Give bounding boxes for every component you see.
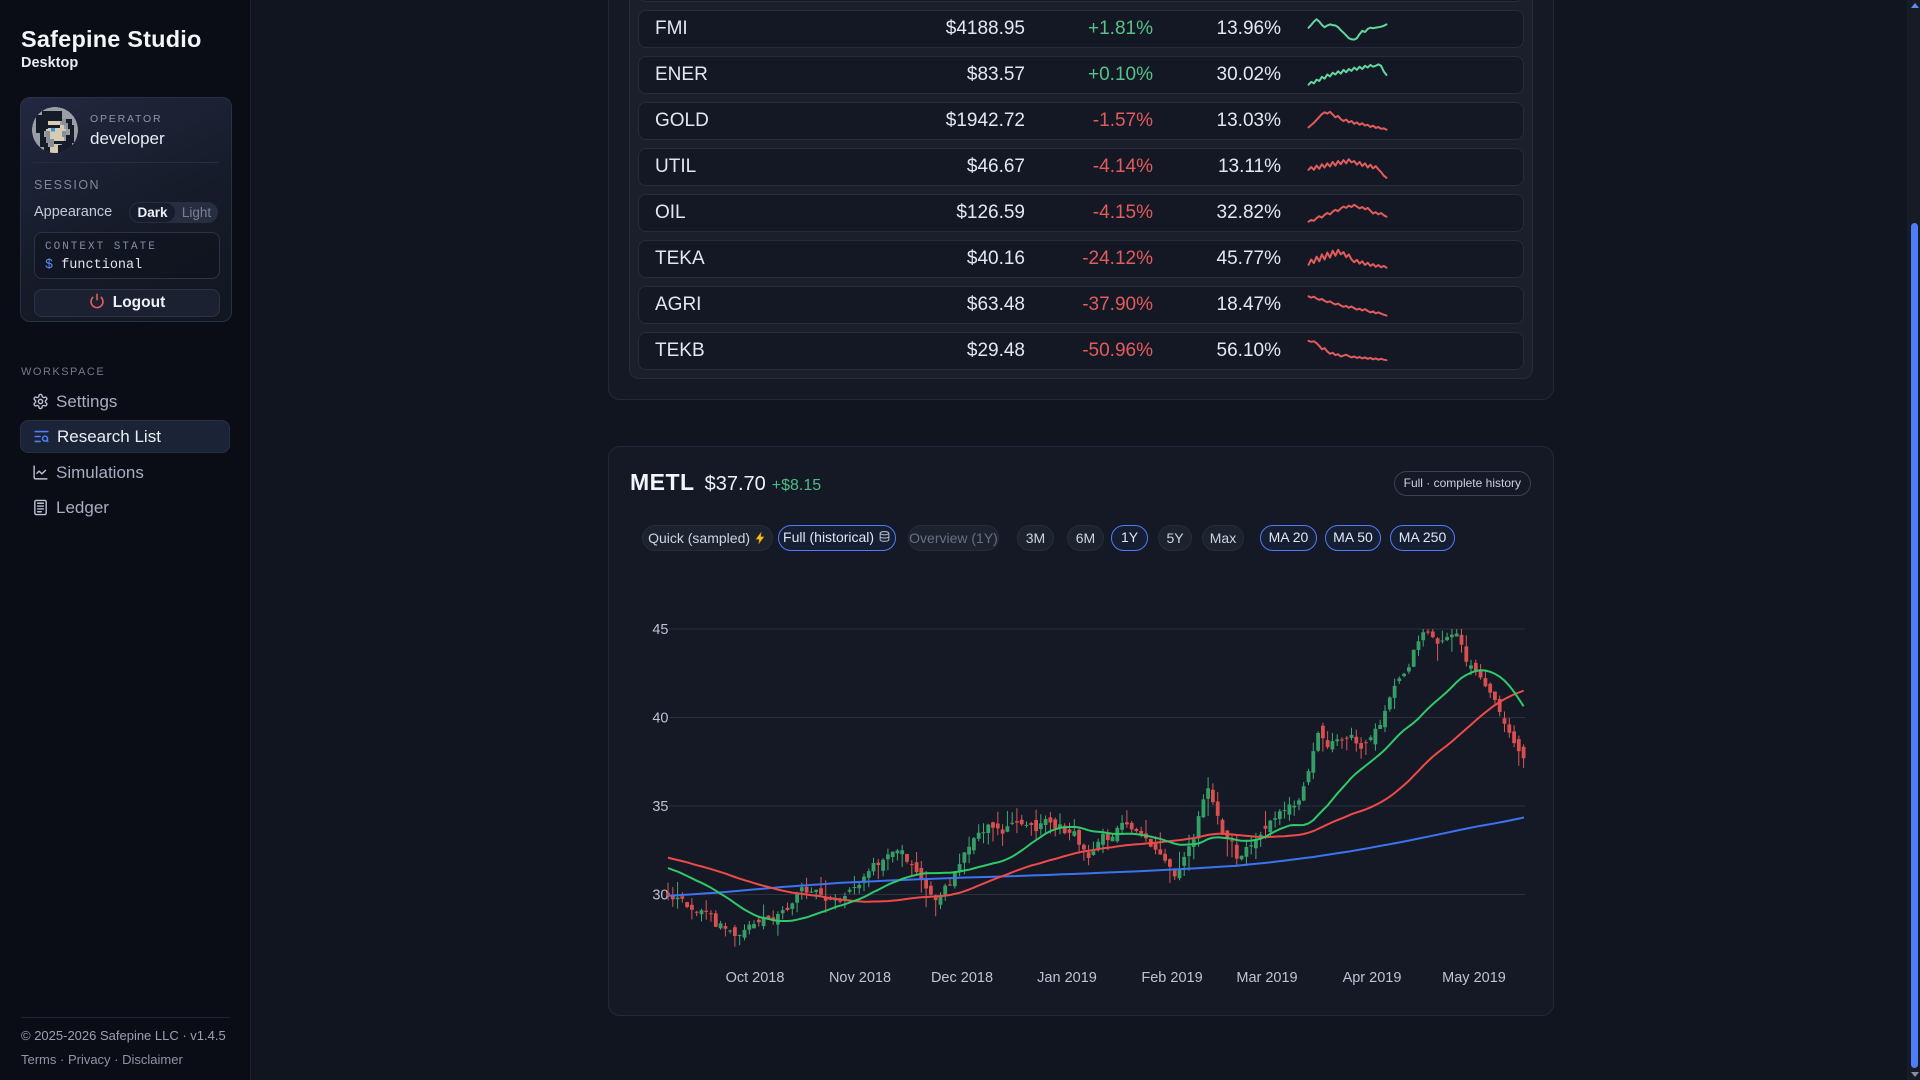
svg-text:May 2019: May 2019 <box>1442 970 1506 986</box>
svg-text:Mar 2019: Mar 2019 <box>1236 970 1297 986</box>
svg-text:Jan 2019: Jan 2019 <box>1037 970 1097 986</box>
svg-text:30: 30 <box>652 888 668 904</box>
svg-text:Nov 2018: Nov 2018 <box>829 970 891 986</box>
svg-text:Feb 2019: Feb 2019 <box>1141 970 1202 986</box>
svg-text:Dec 2018: Dec 2018 <box>931 970 993 986</box>
svg-text:45: 45 <box>652 622 668 638</box>
svg-text:Apr 2019: Apr 2019 <box>1343 970 1402 986</box>
svg-text:40: 40 <box>652 711 668 727</box>
svg-text:Oct 2018: Oct 2018 <box>726 970 785 986</box>
svg-text:35: 35 <box>652 799 668 815</box>
